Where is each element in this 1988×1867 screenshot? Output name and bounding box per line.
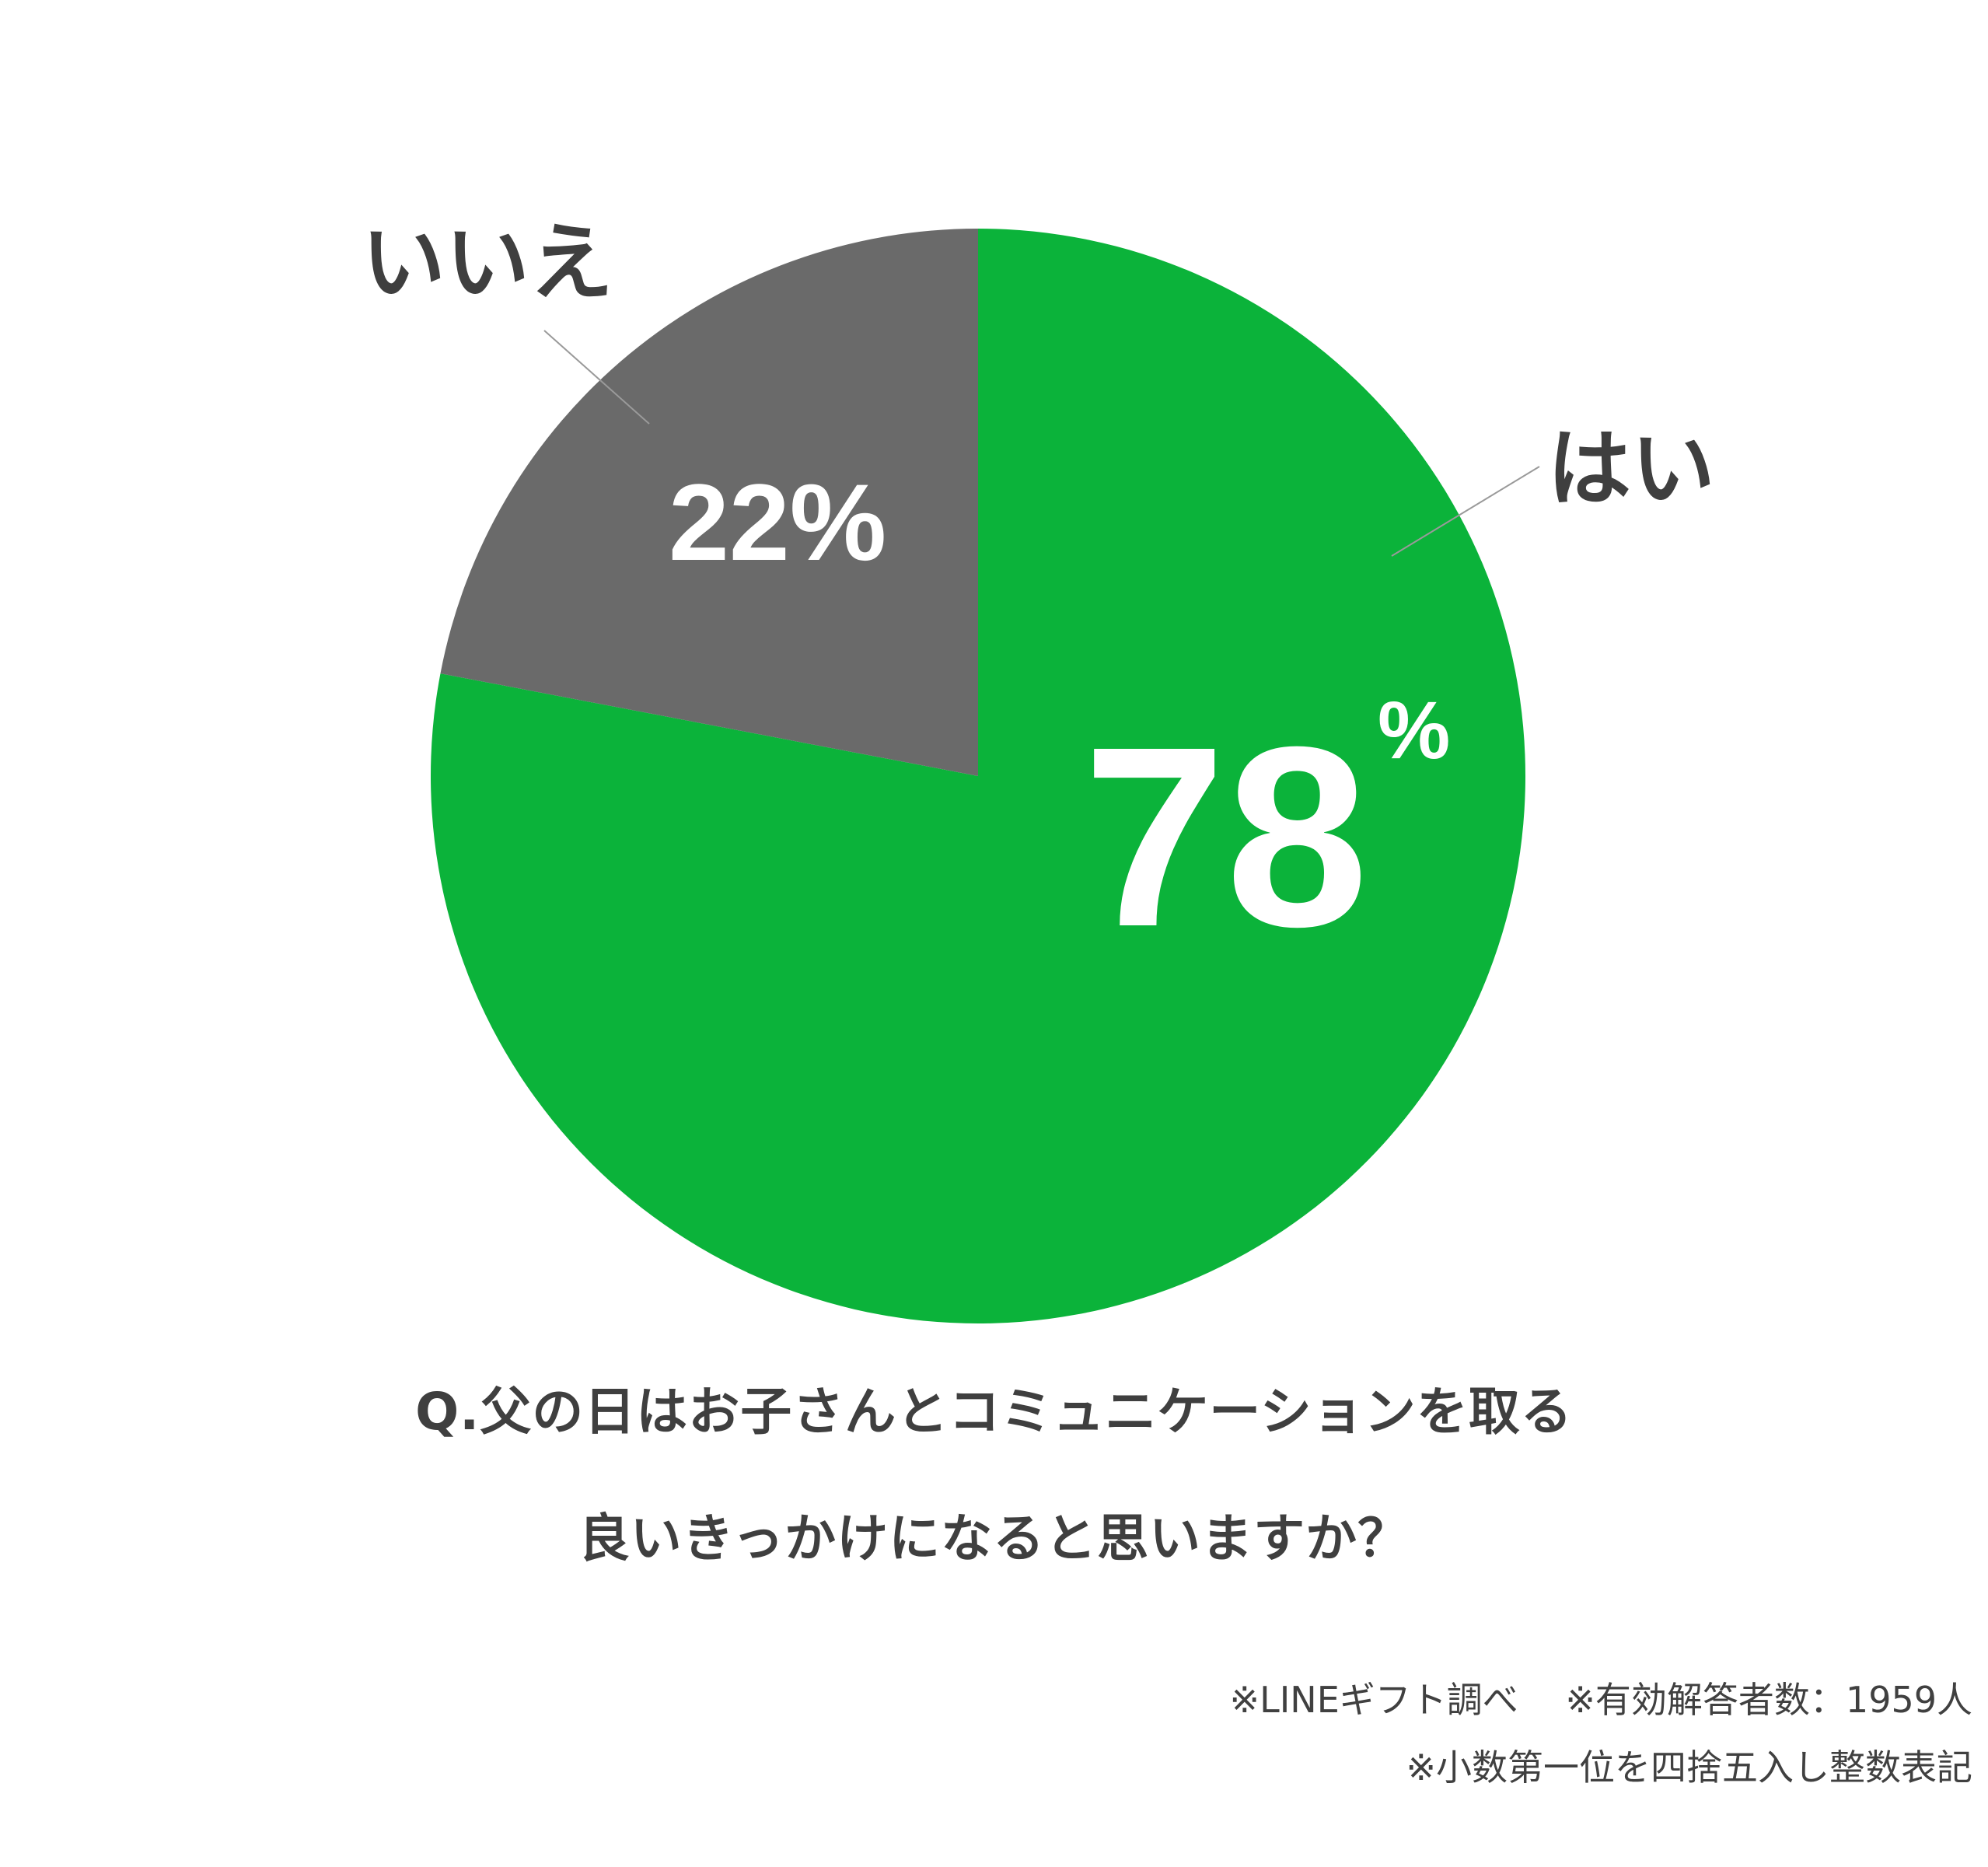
question-line-1: Q.父の日はお子さんとコミュニケーションを取る	[415, 1382, 1573, 1442]
leader-line-no	[543, 330, 650, 425]
pie-slice-no	[440, 229, 978, 776]
slice-value-no: 22%	[669, 461, 886, 583]
leader-line-yes	[1391, 466, 1540, 557]
footnote-line-2: ※小数第一位を四捨五入し整数表記	[1406, 1746, 1972, 1788]
slice-label-yes: はい	[1547, 421, 1715, 518]
slice-label-no: いいえ	[362, 215, 613, 312]
footnote-line-1: ※LINEギフト調べ ※有効解答者数：1959人	[1229, 1679, 1972, 1721]
slice-unit-yes: %	[1378, 685, 1450, 776]
slice-value-yes: 78	[1083, 693, 1368, 980]
pie-slice-yes	[430, 229, 1525, 1323]
question-line-2: 良いきっかけになると思いますか？	[578, 1509, 1410, 1568]
